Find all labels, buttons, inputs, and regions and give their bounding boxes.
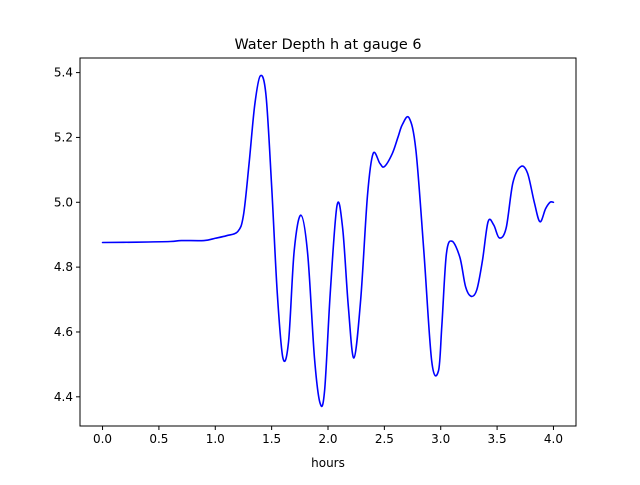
x-tick-label: 3.0 — [431, 432, 450, 446]
x-tick-label: 2.0 — [318, 432, 337, 446]
x-tick-label: 4.0 — [544, 432, 563, 446]
y-tick-label: 5.4 — [54, 66, 73, 80]
x-tick-label: 0.5 — [149, 432, 168, 446]
ticks-group: 0.0 0.5 1.0 1.5 2.0 2.5 3.0 3.5 4.0 4.4 4.6 4.8 5.0 5… — [54, 66, 563, 446]
x-axis-label: hours — [311, 456, 345, 470]
x-tick-label: 1.5 — [262, 432, 281, 446]
y-tick-label: 5.0 — [54, 195, 73, 209]
y-tick-label: 5.2 — [54, 130, 73, 144]
y-tick-label: 4.6 — [54, 325, 73, 339]
y-tick-label: 4.4 — [54, 390, 73, 404]
x-tick-label: 1.0 — [206, 432, 225, 446]
plot-area — [101, 74, 555, 408]
series-line-0 — [101, 74, 555, 408]
x-tick-label: 0.0 — [93, 432, 112, 446]
chart-title: Water Depth h at gauge 6 — [234, 37, 421, 53]
x-tick-label: 3.5 — [488, 432, 507, 446]
y-tick-label: 4.8 — [54, 260, 73, 274]
x-tick-label: 2.5 — [375, 432, 394, 446]
